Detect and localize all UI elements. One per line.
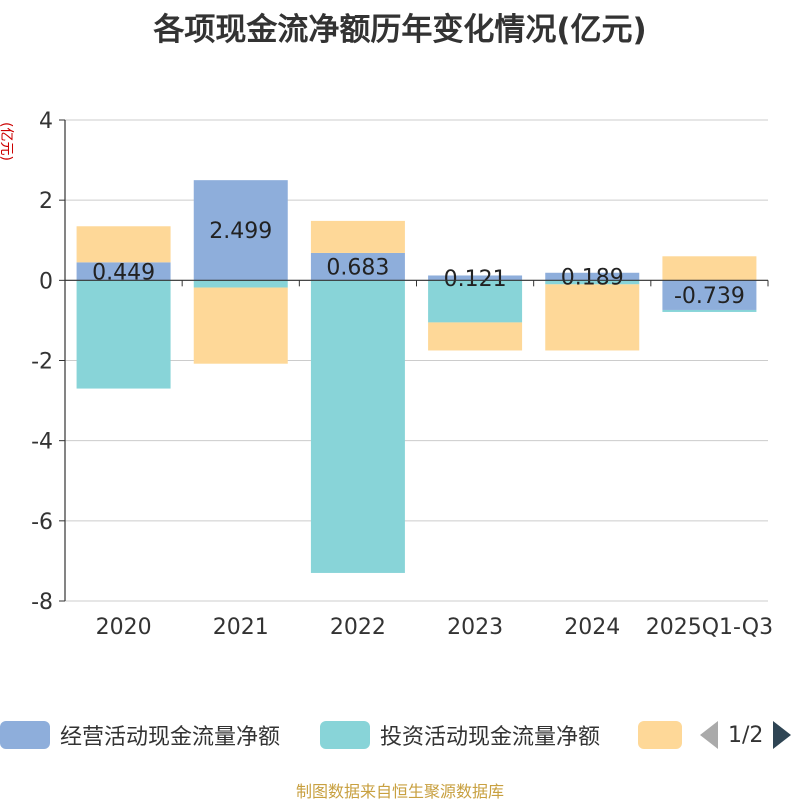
bar-series-0-2023 (428, 275, 523, 281)
x-tick-label: 2022 (330, 615, 386, 640)
bar-series-2-2021 (193, 287, 288, 364)
data-label: 0.683 (326, 256, 389, 281)
y-tick-label: -8 (31, 590, 53, 615)
legend-item-operating[interactable]: 经营活动现金流量净额 (0, 720, 280, 750)
y-tick-label: -4 (31, 430, 53, 455)
bar-series-2-2025Q1-Q3 (662, 256, 757, 281)
data-label: -0.739 (674, 284, 745, 309)
bar-series-0-2021 (193, 180, 288, 281)
legend-item-investing[interactable]: 投资活动现金流量净额 (320, 720, 600, 750)
bar-series-0-2025Q1-Q3 (662, 280, 757, 310)
bar-series-1-2024 (545, 280, 640, 285)
y-tick-label: -2 (31, 350, 53, 375)
bar-series-2-2022 (310, 220, 405, 253)
bar-series-1-2020 (76, 280, 171, 389)
x-tick-label: 2020 (96, 615, 152, 640)
chart-title: 各项现金流净额历年变化情况(亿元) (153, 12, 647, 48)
data-label: 0.189 (561, 266, 624, 291)
bar-series-1-2021 (193, 280, 288, 288)
legend-swatch-operating (0, 721, 50, 749)
x-tick-label: 2023 (447, 615, 503, 640)
bar-series-1-2022 (310, 280, 405, 573)
legend-label-investing: 投资活动现金流量净额 (380, 725, 601, 750)
x-tick-label: 2025Q1-Q3 (646, 615, 773, 640)
source-note: 制图数据来自恒生聚源数据库 (295, 782, 504, 801)
legend-label-operating: 经营活动现金流量净额 (60, 725, 281, 750)
bar-series-0-2020 (76, 262, 171, 281)
bar-series-0-2024 (545, 272, 640, 281)
bar-series-2-2020 (76, 226, 171, 263)
y-tick-label: 2 (39, 189, 53, 214)
legend-prev-icon[interactable] (700, 721, 718, 749)
legend-pager: 1/2 (700, 720, 792, 750)
bar-series-2-2023 (428, 322, 523, 351)
bar-series-1-2023 (428, 280, 523, 323)
legend-page-indicator: 1/2 (728, 722, 764, 748)
data-label: 0.121 (444, 267, 507, 292)
bar-series-1-2025Q1-Q3 (662, 309, 757, 312)
x-tick-label: 2021 (213, 615, 269, 640)
legend-item-financing[interactable] (638, 720, 692, 750)
y-tick-label: 4 (39, 109, 53, 134)
x-tick-label: 2024 (564, 615, 620, 640)
legend-swatch-investing (320, 721, 370, 749)
bar-series-2-2024 (545, 284, 640, 351)
chart-plot: 4 2 0 -2 -4 -6 -8 0.449 2.499 0.683 0.121 0.189 -0.7… (31, 109, 773, 640)
y-tick-label: 0 (39, 269, 53, 294)
y-axis-unit-label: (亿元) (0, 122, 14, 161)
legend: 经营活动现金流量净额 投资活动现金流量净额 1/2 (0, 712, 800, 756)
y-tick-label: -6 (31, 510, 53, 535)
bar-series-0-2022 (310, 252, 405, 281)
y-axis-unit: (亿元) (0, 122, 14, 161)
legend-swatch-financing (638, 721, 682, 749)
data-label: 2.499 (209, 219, 272, 244)
legend-next-icon[interactable] (773, 721, 792, 749)
data-label: 0.449 (92, 260, 155, 285)
